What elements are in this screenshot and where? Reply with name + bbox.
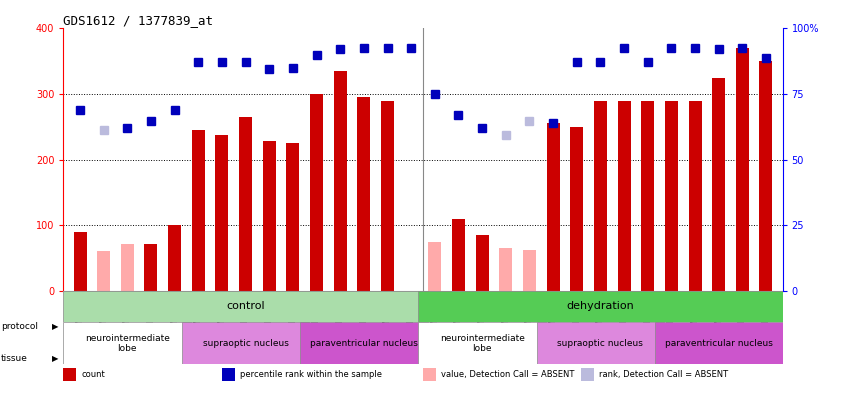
Bar: [300, 322, 428, 364]
Bar: [74, 232, 86, 291]
Text: paraventricular nucleus: paraventricular nucleus: [665, 339, 772, 348]
Bar: [310, 94, 323, 291]
Bar: [192, 130, 205, 291]
Bar: [63, 291, 428, 322]
Bar: [655, 322, 783, 364]
Text: percentile rank within the sample: percentile rank within the sample: [239, 370, 382, 379]
Bar: [760, 61, 772, 291]
Bar: [357, 97, 371, 291]
Bar: [63, 368, 76, 381]
Text: paraventricular nucleus: paraventricular nucleus: [310, 339, 418, 348]
Bar: [581, 368, 594, 381]
Bar: [423, 368, 436, 381]
Text: GDS1612 / 1377839_at: GDS1612 / 1377839_at: [63, 14, 213, 27]
Bar: [475, 235, 489, 291]
Bar: [594, 100, 607, 291]
Bar: [418, 322, 546, 364]
Bar: [499, 248, 513, 291]
Text: value, Detection Call = ABSENT: value, Detection Call = ABSENT: [441, 370, 574, 379]
Text: supraoptic nucleus: supraoptic nucleus: [558, 339, 643, 348]
Bar: [333, 71, 347, 291]
Bar: [381, 100, 394, 291]
Text: tissue: tissue: [1, 354, 28, 363]
Text: protocol: protocol: [1, 322, 38, 330]
Text: count: count: [81, 370, 105, 379]
Bar: [263, 141, 276, 291]
Bar: [121, 243, 134, 291]
Bar: [452, 219, 465, 291]
Bar: [239, 117, 252, 291]
Text: control: control: [226, 301, 265, 311]
Text: dehydration: dehydration: [567, 301, 634, 311]
Bar: [712, 77, 725, 291]
Bar: [736, 48, 749, 291]
Bar: [97, 252, 110, 291]
Bar: [689, 100, 701, 291]
Bar: [665, 100, 678, 291]
Bar: [618, 100, 630, 291]
Bar: [63, 322, 191, 364]
Text: supraoptic nucleus: supraoptic nucleus: [203, 339, 288, 348]
Bar: [168, 225, 181, 291]
Bar: [523, 250, 536, 291]
Bar: [641, 100, 654, 291]
Bar: [145, 243, 157, 291]
Bar: [418, 291, 783, 322]
Bar: [570, 127, 583, 291]
Bar: [428, 241, 442, 291]
Text: ▶: ▶: [52, 354, 59, 363]
Bar: [182, 322, 310, 364]
Text: neurointermediate
lobe: neurointermediate lobe: [440, 334, 525, 353]
Bar: [287, 143, 299, 291]
Bar: [536, 322, 664, 364]
Text: neurointermediate
lobe: neurointermediate lobe: [85, 334, 170, 353]
Bar: [547, 124, 559, 291]
Bar: [216, 134, 228, 291]
Text: ▶: ▶: [52, 322, 59, 330]
Bar: [222, 368, 234, 381]
Text: rank, Detection Call = ABSENT: rank, Detection Call = ABSENT: [599, 370, 728, 379]
